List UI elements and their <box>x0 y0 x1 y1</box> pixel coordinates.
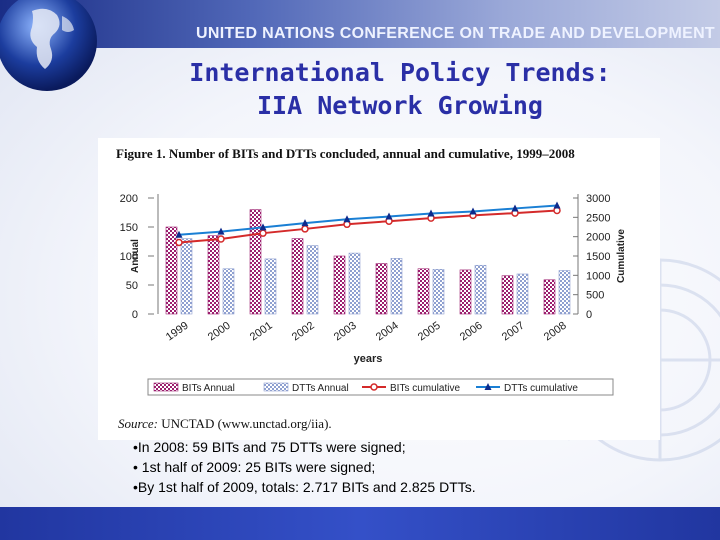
source-label: Source: <box>118 416 158 431</box>
point-bits-cumulative <box>259 229 267 237</box>
legend-marker <box>370 383 378 391</box>
x-tick-label: 2008 <box>542 320 569 344</box>
bar-dtts-annual <box>306 245 319 315</box>
bar-dtts-annual <box>180 238 193 315</box>
point-dtts-cumulative <box>385 212 393 220</box>
bar-dtts-annual <box>432 269 445 315</box>
bullet-item: • 1st half of 2009: 25 BITs were signed; <box>133 459 376 475</box>
point-dtts-cumulative <box>217 227 225 235</box>
bar-bits-annual <box>501 275 514 315</box>
x-tick-label: 2001 <box>248 320 275 344</box>
y-tick-label: 200 <box>120 193 138 205</box>
point-dtts-cumulative <box>301 219 309 227</box>
bar-bits-annual <box>543 279 556 315</box>
bar-bits-annual <box>459 269 472 315</box>
y-tick-label: 150 <box>120 222 138 234</box>
chart-title: Figure 1. Number of BITs and DTTs conclu… <box>116 146 575 161</box>
legend-label: DTTs cumulative <box>504 383 578 394</box>
x-tick-label: 2007 <box>500 320 527 344</box>
point-dtts-cumulative <box>343 215 351 223</box>
x-tick-label: 1999 <box>164 320 191 344</box>
x-axis-title: years <box>354 353 383 365</box>
header-bar <box>0 0 720 48</box>
bar-dtts-annual <box>474 264 487 315</box>
bar-bits-annual <box>165 226 178 315</box>
point-bits-cumulative <box>301 225 309 233</box>
bar-bits-annual <box>249 209 262 315</box>
x-tick-label: 2002 <box>290 320 317 344</box>
bar-dtts-annual <box>348 252 361 315</box>
y-axis-title: Annual <box>130 239 141 273</box>
bar-dtts-annual <box>264 258 277 315</box>
y-tick-label: 50 <box>126 280 138 292</box>
x-tick-label: 2006 <box>458 320 485 344</box>
point-dtts-cumulative <box>511 204 519 212</box>
legend-marker <box>484 383 492 390</box>
y2-tick-label: 2500 <box>586 212 610 224</box>
x-tick-label: 2000 <box>206 320 233 344</box>
bar-bits-annual <box>291 238 304 315</box>
y2-tick-label: 0 <box>586 309 592 321</box>
y2-tick-label: 2000 <box>586 232 610 244</box>
bullet-item: •In 2008: 59 BITs and 75 DTTs were signe… <box>133 439 406 455</box>
point-dtts-cumulative <box>175 230 183 238</box>
legend-label: BITs cumulative <box>390 383 460 394</box>
point-dtts-cumulative <box>553 201 561 209</box>
line-bits-cumulative <box>178 209 558 244</box>
y2-tick-label: 3000 <box>586 193 610 205</box>
y-tick-label: 100 <box>120 251 138 263</box>
y-tick-label: 0 <box>132 309 138 321</box>
bar-dtts-annual <box>222 268 235 315</box>
point-dtts-cumulative <box>469 207 477 215</box>
legend-swatch <box>153 382 179 392</box>
organization-name: UNITED NATIONS CONFERENCE ON TRADE AND D… <box>195 25 715 42</box>
x-tick-label: 2003 <box>332 320 359 344</box>
legend-label: DTTs Annual <box>292 383 349 394</box>
bar-bits-annual <box>375 263 388 315</box>
point-bits-cumulative <box>175 238 183 247</box>
bar-bits-annual <box>207 235 220 315</box>
point-dtts-cumulative <box>427 209 435 217</box>
title-line-2: IIA Network Growing <box>257 91 543 120</box>
x-tick-label: 2005 <box>416 320 443 344</box>
legend-swatch <box>263 382 289 392</box>
bullet-item: •By 1st half of 2009, totals: 2.717 BITs… <box>133 479 476 495</box>
line-dtts-cumulative <box>178 204 558 236</box>
bullet-list: •In 2008: 59 BITs and 75 DTTs were signe… <box>133 437 693 497</box>
legend-label: BITs Annual <box>182 383 235 394</box>
point-bits-cumulative <box>217 235 225 243</box>
point-dtts-cumulative <box>259 223 267 231</box>
y2-tick-label: 1000 <box>586 270 610 282</box>
globe-icon <box>0 0 97 91</box>
x-tick-label: 2004 <box>374 320 401 344</box>
bar-bits-annual <box>417 268 430 315</box>
bar-dtts-annual <box>516 273 529 315</box>
y2-tick-label: 500 <box>586 290 604 302</box>
figure-source: Source: UNCTAD (www.unctad.org/iia). <box>118 416 332 432</box>
y2-tick-label: 1500 <box>586 251 610 263</box>
y2-axis-title: Cumulative <box>616 229 627 283</box>
source-text: UNCTAD (www.unctad.org/iia). <box>161 416 332 431</box>
bar-dtts-annual <box>390 258 403 315</box>
chart: 050100150200050010001500200025003000Annu… <box>120 193 627 396</box>
title-line-1: International Policy Trends: <box>189 58 611 87</box>
footer-bar <box>0 507 720 540</box>
bar-bits-annual <box>333 255 346 315</box>
figure-panel: Figure 1. Number of BITs and DTTs conclu… <box>98 138 660 440</box>
bar-dtts-annual <box>558 270 571 315</box>
slide-title: International Policy Trends: IIA Network… <box>110 56 690 122</box>
